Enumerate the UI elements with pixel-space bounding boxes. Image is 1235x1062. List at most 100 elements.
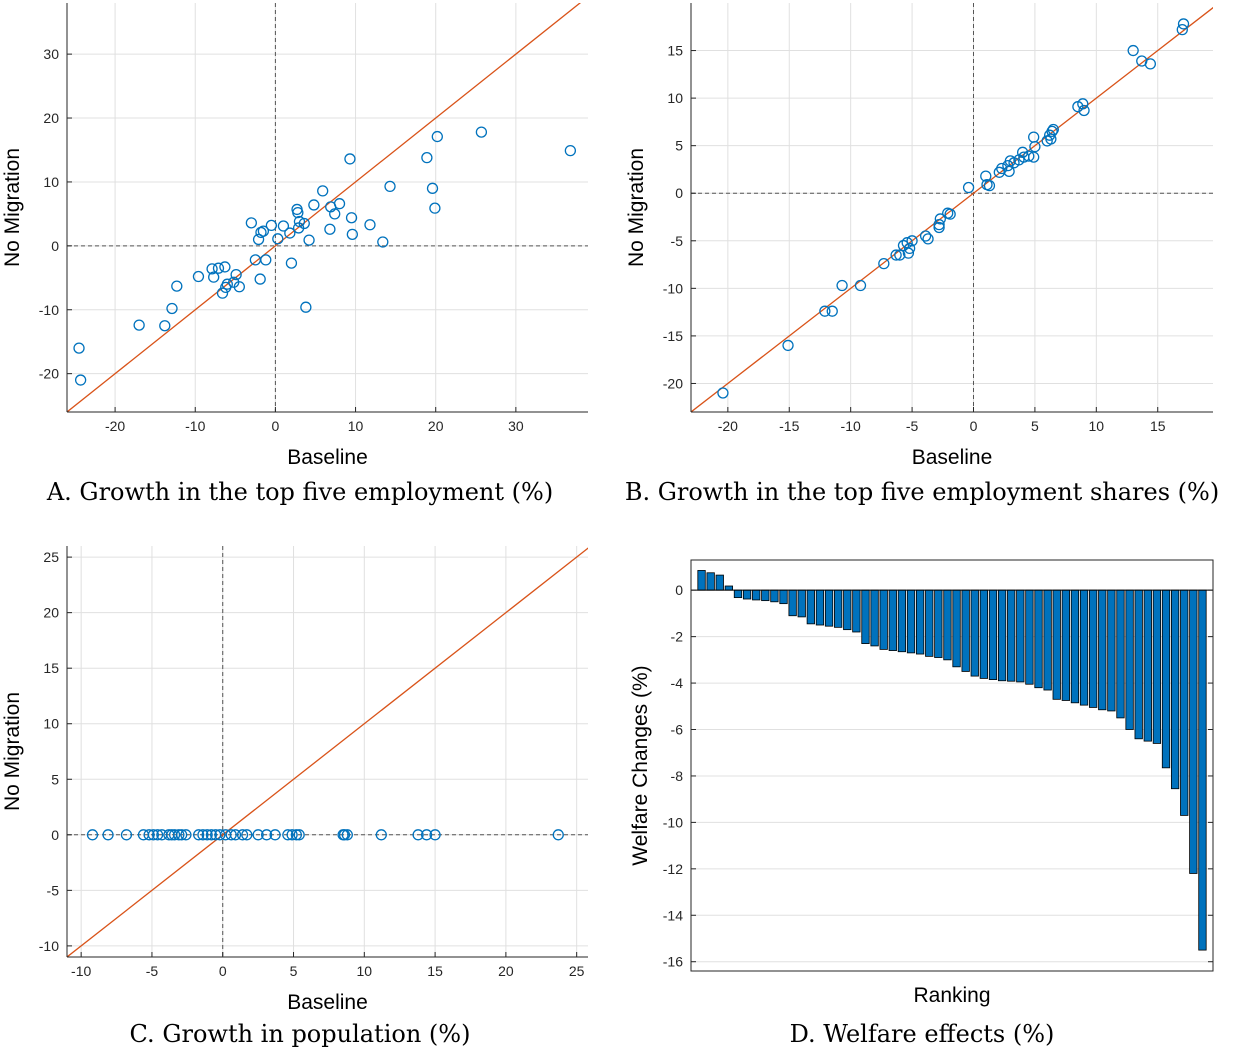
scatter-point <box>782 339 794 352</box>
scatter-point <box>854 279 867 292</box>
bar <box>1070 589 1080 704</box>
scatter-point <box>1046 125 1058 138</box>
scatter-point <box>420 829 433 841</box>
bar <box>906 589 916 654</box>
y-tick-label: 0 <box>675 582 683 598</box>
axes-box <box>690 559 1214 972</box>
y-tick-label: -4 <box>671 675 684 691</box>
scatter-point <box>219 261 231 273</box>
scatter-point <box>1078 104 1090 117</box>
y-tick-label: 20 <box>43 110 59 126</box>
y-tick-label: 0 <box>51 827 59 843</box>
y-tick-label: 5 <box>51 771 59 787</box>
y-tick-label: -15 <box>663 328 683 344</box>
bar <box>888 589 897 651</box>
scatter-point <box>475 126 488 138</box>
bar <box>715 574 724 591</box>
scatter-point <box>159 320 171 332</box>
x-tick-label: 15 <box>427 963 443 979</box>
scatter-point <box>375 829 387 841</box>
scatter-point <box>151 829 164 841</box>
y-tick-label: -5 <box>671 233 684 249</box>
y-tick-label: -14 <box>663 907 683 923</box>
scatter-point <box>384 180 396 193</box>
scatter-point <box>934 213 946 225</box>
bar <box>806 589 815 625</box>
scatter-point <box>180 829 192 841</box>
scatter-point <box>173 829 185 841</box>
y-tick-label: 15 <box>43 660 59 676</box>
y-tick-label: -6 <box>671 722 684 738</box>
bar <box>1079 589 1089 706</box>
y-tick-label: -20 <box>39 366 59 382</box>
x-tick-label: 0 <box>272 418 280 434</box>
scatter-point <box>1029 140 1041 153</box>
reference-line-45deg <box>67 3 582 412</box>
y-tick-label: 15 <box>667 43 683 59</box>
scatter-point <box>252 233 265 246</box>
scatter-point <box>980 170 992 182</box>
scatter-point <box>245 217 258 229</box>
scatter-point <box>133 319 145 331</box>
scatter-point <box>214 829 226 841</box>
scatter-point <box>1047 123 1059 136</box>
y-tick-label: -10 <box>663 280 683 296</box>
bar <box>1025 589 1034 685</box>
scatter-point <box>333 198 346 210</box>
scatter-point <box>254 273 266 285</box>
bar <box>1189 589 1198 874</box>
chart-a: -20 -10 0 10 20 30 -20 -10 0 10 20 30 Baseline No Mig… <box>1 3 588 469</box>
x-tick-label: -5 <box>146 963 159 979</box>
scatter-point <box>922 233 934 245</box>
scatter-point <box>1177 18 1190 30</box>
caption-a: A. Growth in the top five employment (%) <box>46 478 554 506</box>
scatter-point <box>426 182 439 194</box>
bar <box>943 589 952 661</box>
y-tick-label: -10 <box>663 814 683 830</box>
x-tick-label: -20 <box>105 418 125 434</box>
scatter-point <box>902 247 915 259</box>
x-tick-label: 0 <box>219 963 227 979</box>
scatter-point <box>265 219 278 232</box>
chart-d: 0 -2 -4 -6 -8 -10 -12 -14 -16 Ranking Welfare Chan… <box>629 559 1214 1007</box>
scatter-point <box>192 270 205 283</box>
x-tick-label: -10 <box>71 963 91 979</box>
scatter-point <box>894 249 906 261</box>
scatter-point <box>412 829 424 841</box>
bar <box>1043 589 1052 691</box>
bar <box>1089 589 1098 708</box>
bar <box>752 589 761 601</box>
scatter-point <box>346 228 358 240</box>
y-tick-label: 30 <box>43 46 59 62</box>
y-tick-label: 20 <box>43 605 59 621</box>
y-tick-label: -10 <box>39 302 59 318</box>
bar <box>970 589 979 677</box>
scatter-point <box>338 829 351 841</box>
bar <box>925 589 934 657</box>
scatter-point <box>317 185 329 197</box>
scatter-point <box>73 342 85 354</box>
scatter-point <box>293 215 306 228</box>
scatter-point <box>1028 131 1040 143</box>
scatter-point <box>836 279 848 292</box>
scatter-point <box>230 268 242 281</box>
x-tick-label: -5 <box>906 418 919 434</box>
scatter-point <box>272 233 284 245</box>
bar <box>797 589 806 618</box>
scatter-point <box>249 254 262 266</box>
scatter-point <box>564 144 577 157</box>
reference-line-45deg <box>691 6 1213 412</box>
scatter-point <box>298 217 310 230</box>
scatter-point <box>983 179 996 192</box>
bar <box>952 589 961 668</box>
bar <box>961 589 970 672</box>
x-tick-label: 15 <box>1150 418 1166 434</box>
scatter-point <box>903 242 916 255</box>
bar <box>979 589 989 679</box>
scatter-point <box>329 208 341 220</box>
scatter-point <box>717 387 729 399</box>
x-tick-label: -15 <box>779 418 799 434</box>
bar <box>1034 589 1043 689</box>
scatter-point <box>286 829 298 841</box>
